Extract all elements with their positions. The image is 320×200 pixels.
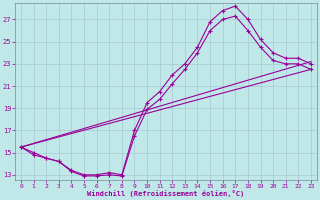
X-axis label: Windchill (Refroidissement éolien,°C): Windchill (Refroidissement éolien,°C)	[87, 190, 244, 197]
